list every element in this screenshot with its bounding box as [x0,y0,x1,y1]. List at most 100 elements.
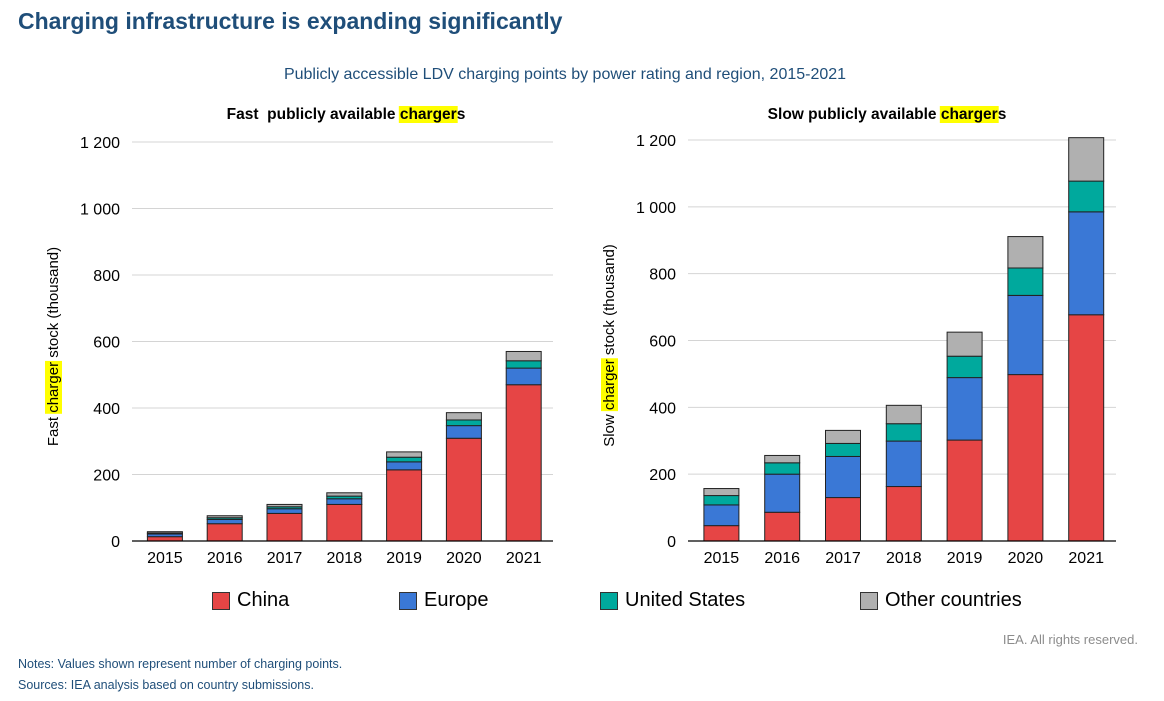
slow-chart-title-part-highlight: charger [941,106,998,123]
fast-bar-other-countries-2017 [266,503,303,508]
slow-y-axis-label-highlight [601,358,618,412]
fast-ytick-label: 1 200 [80,135,120,152]
legend: China Europe United States Other countri… [0,589,1164,619]
legend-swatch-united-states [600,591,618,610]
slow-xtick-label: 2018 [886,550,922,567]
slow-ytick-label: 600 [649,334,676,351]
slow-ytick-label: 200 [649,467,676,484]
slow-bar-other-countries-2017 [825,429,861,444]
slow-chart: 0 200 400 600 800 1 000 1 200 2015 2016 2017 2018 2… [601,106,1116,567]
fast-chart-title-group: Fast publicly available chargers [227,106,466,123]
slow-bar-china-2015 [703,525,740,542]
legend-label-united-states: United States [625,589,746,611]
slow-bar-united-states-2019 [946,355,983,379]
slow-bar-europe-2020 [1007,294,1044,376]
slow-bar-europe-2019 [946,377,983,441]
fast-bar-china-2016 [206,523,243,542]
slow-xtick-label: 2019 [947,550,983,567]
fast-chart-title-part-a: Fast publicly available [227,106,400,123]
slow-chart-title-part-b: s [998,106,1007,123]
slow-bar-other-countries-2016 [764,454,801,464]
slow-xtick-label: 2017 [825,550,861,567]
fast-ytick-label: 200 [93,468,120,485]
legend-item-china: China [212,589,289,612]
slow-bar-europe-2017 [825,455,861,499]
slow-bar-china-2016 [764,511,801,542]
fast-xtick-label: 2021 [506,550,542,567]
slow-bar-other-countries-2015 [703,488,740,497]
legend-swatch-china [212,591,230,610]
slow-ytick-label: 0 [667,534,676,551]
fast-bar-china-2021 [505,384,542,542]
fast-y-axis-label-part-highlight: charger [45,362,62,413]
fast-bar-other-countries-2020 [445,412,482,421]
slow-bar-united-states-2018 [885,423,922,442]
fast-chart-title-part-b: s [457,106,466,123]
fast-bar-china-2017 [266,512,303,542]
slow-ytick-label: 800 [649,267,676,284]
fast-bar-europe-2018 [326,498,363,505]
fast-bar-other-countries-2021 [505,350,542,362]
chart-subtitle: Publicly accessible LDV charging points … [283,66,847,83]
fast-bar-europe-2017 [266,508,303,514]
fast-xtick-label: 2018 [327,550,363,567]
fast-bar-united-states-2020 [445,419,482,427]
slow-ylabel-wrap: Slow charger stock (thousand) [601,244,618,447]
fast-y-axis-label: Fast charger stock (thousand) [45,247,62,446]
slow-bar-united-states-2020 [1007,267,1044,296]
slow-bar-china-2017 [825,497,861,542]
fast-bar-other-countries-2019 [386,451,423,458]
fast-bar-china-2019 [386,469,423,542]
legend-swatch-other-countries [860,591,878,610]
legend-label-europe: Europe [424,589,489,611]
fast-ytick-label: 600 [93,335,120,352]
fast-bar-other-countries-2016 [206,515,243,519]
fast-xtick-label: 2019 [386,550,422,567]
fast-bar-other-countries-2018 [326,492,363,497]
fast-bar-united-states-2021 [505,360,542,369]
slow-chart-title-part-a: Slow publicly available [768,106,941,123]
slow-y-axis-label-group: Slow charger stock (thousand) [601,244,618,447]
fast-ytick-label: 400 [93,401,120,418]
fast-bar-other-countries-2015 [146,531,183,534]
slow-bar-china-2018 [885,486,922,542]
slow-ytick-label: 400 [649,400,676,417]
fast-bar-europe-2016 [206,518,243,525]
slow-bar-other-countries-2020 [1007,236,1044,269]
fast-y-axis-label-group: Fast charger stock (thousand) [45,247,62,446]
slow-bar-other-countries-2019 [946,331,983,357]
slow-ytick-label: 1 000 [636,200,676,217]
slow-bar-china-2020 [1007,374,1044,542]
legend-item-united-states: United States [600,589,745,612]
slow-bar-united-states-2016 [764,462,801,475]
fast-bar-china-2015 [146,536,183,542]
slow-y-axis-label-part-b: stock (thousand) [601,244,618,359]
slow-bar-united-states-2015 [703,495,740,506]
legend-swatch-europe [399,591,417,610]
fast-xtick-label: 2017 [267,550,303,567]
fast-xtick-label: 2016 [207,550,243,567]
slow-bar-europe-2021 [1068,211,1105,316]
legend-item-europe: Europe [399,589,489,612]
fast-ytick-label: 800 [93,268,120,285]
slow-ytick-label: 1 200 [636,133,676,150]
fast-bar-europe-2021 [505,367,542,386]
slow-bar-europe-2015 [703,504,740,527]
fast-y-axis-label-highlight [45,360,62,414]
slow-chart-title-group: Slow publicly available chargers [768,106,1007,123]
fast-bar-europe-2020 [445,425,482,439]
slow-chart-title-highlight [939,106,999,123]
slow-y-axis-label-part-highlight: charger [601,359,618,410]
page-title: Charging infrastructure is expanding sig… [18,8,563,34]
fast-bar-united-states-2019 [386,456,423,463]
slow-xtick-label: 2020 [1008,550,1044,567]
legend-label-other-countries: Other countries [885,589,1022,611]
fast-y-axis-label-part-b: stock (thousand) [45,247,62,362]
slow-xtick-label: 2016 [764,550,800,567]
sources-text: Sources: IEA analysis based on country s… [18,678,314,692]
fast-chart-title-highlight [398,106,458,123]
slow-bar-europe-2016 [764,473,801,513]
legend-label-china: China [237,589,290,611]
fast-ytick-label: 1 000 [80,202,120,219]
slow-bar-china-2019 [946,439,983,542]
